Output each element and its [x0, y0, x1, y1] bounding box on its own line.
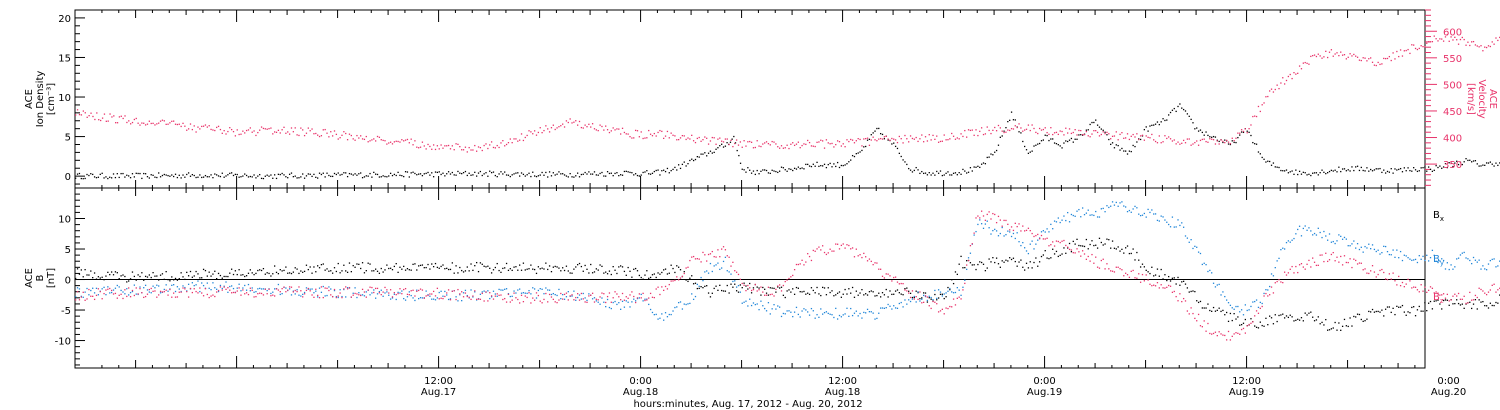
- y2-tick-label-450: 450: [1443, 107, 1462, 118]
- y-tick-label-magnetic--5: -5: [61, 306, 71, 317]
- series-bz: [75, 210, 1500, 341]
- y2-tick-label-500: 500: [1443, 80, 1462, 91]
- y-tick-label-plasma-20: 20: [58, 14, 71, 25]
- y-tick-label-plasma-15: 15: [58, 53, 71, 64]
- legend-by: By: [1433, 254, 1444, 267]
- series-bx: [75, 237, 1500, 331]
- y2-tick-label-550: 550: [1443, 54, 1462, 65]
- x-tick-time-4: 12:00: [1232, 376, 1261, 387]
- x-tick-time-2: 12:00: [828, 376, 857, 387]
- x-tick-date-2: Aug.18: [825, 387, 860, 398]
- x-tick-date-1: Aug.18: [623, 387, 658, 398]
- y2-axis-label: ACEVelocity[km/s]: [1465, 79, 1498, 118]
- panel-frame-plasma: [74, 9, 1426, 189]
- x-tick-date-4: Aug.19: [1229, 387, 1264, 398]
- x-tick-time-5: 0:00: [1437, 376, 1459, 387]
- x-tick-time-3: 0:00: [1033, 376, 1055, 387]
- y-tick-label-magnetic-5: 5: [65, 245, 71, 256]
- series-by: [75, 201, 1500, 321]
- y-axis-label-magnetic: ACEB[nT]: [24, 268, 57, 288]
- y-tick-label-plasma-0: 0: [65, 172, 71, 183]
- x-tick-date-0: Aug.17: [421, 387, 456, 398]
- y-tick-label-magnetic-10: 10: [58, 215, 71, 226]
- legend-bx: Bx: [1433, 210, 1444, 223]
- x-tick-date-5: Aug.20: [1431, 387, 1466, 398]
- y-axis-label-plasma: ACEIon Density[cm⁻³]: [24, 71, 57, 128]
- x-axis-label: hours:minutes, Aug. 17, 2012 - Aug. 20, …: [633, 399, 862, 410]
- y-tick-label-plasma-10: 10: [58, 93, 71, 104]
- y2-tick-label-400: 400: [1443, 134, 1462, 145]
- x-tick-time-1: 0:00: [629, 376, 651, 387]
- y-tick-label-plasma-5: 5: [65, 133, 71, 144]
- y2-tick-label-600: 600: [1443, 27, 1462, 38]
- series-velocity: [75, 33, 1500, 153]
- legend-bz: Bz: [1433, 292, 1444, 305]
- panel-frame-magnetic: [74, 187, 1426, 369]
- x-tick-date-3: Aug.19: [1027, 387, 1062, 398]
- y-tick-label-magnetic-0: 0: [65, 276, 71, 287]
- series-density: [75, 103, 1500, 180]
- y-tick-label-magnetic--10: -10: [55, 337, 71, 348]
- y2-tick-label-350: 350: [1443, 160, 1462, 171]
- x-tick-time-0: 12:00: [424, 376, 453, 387]
